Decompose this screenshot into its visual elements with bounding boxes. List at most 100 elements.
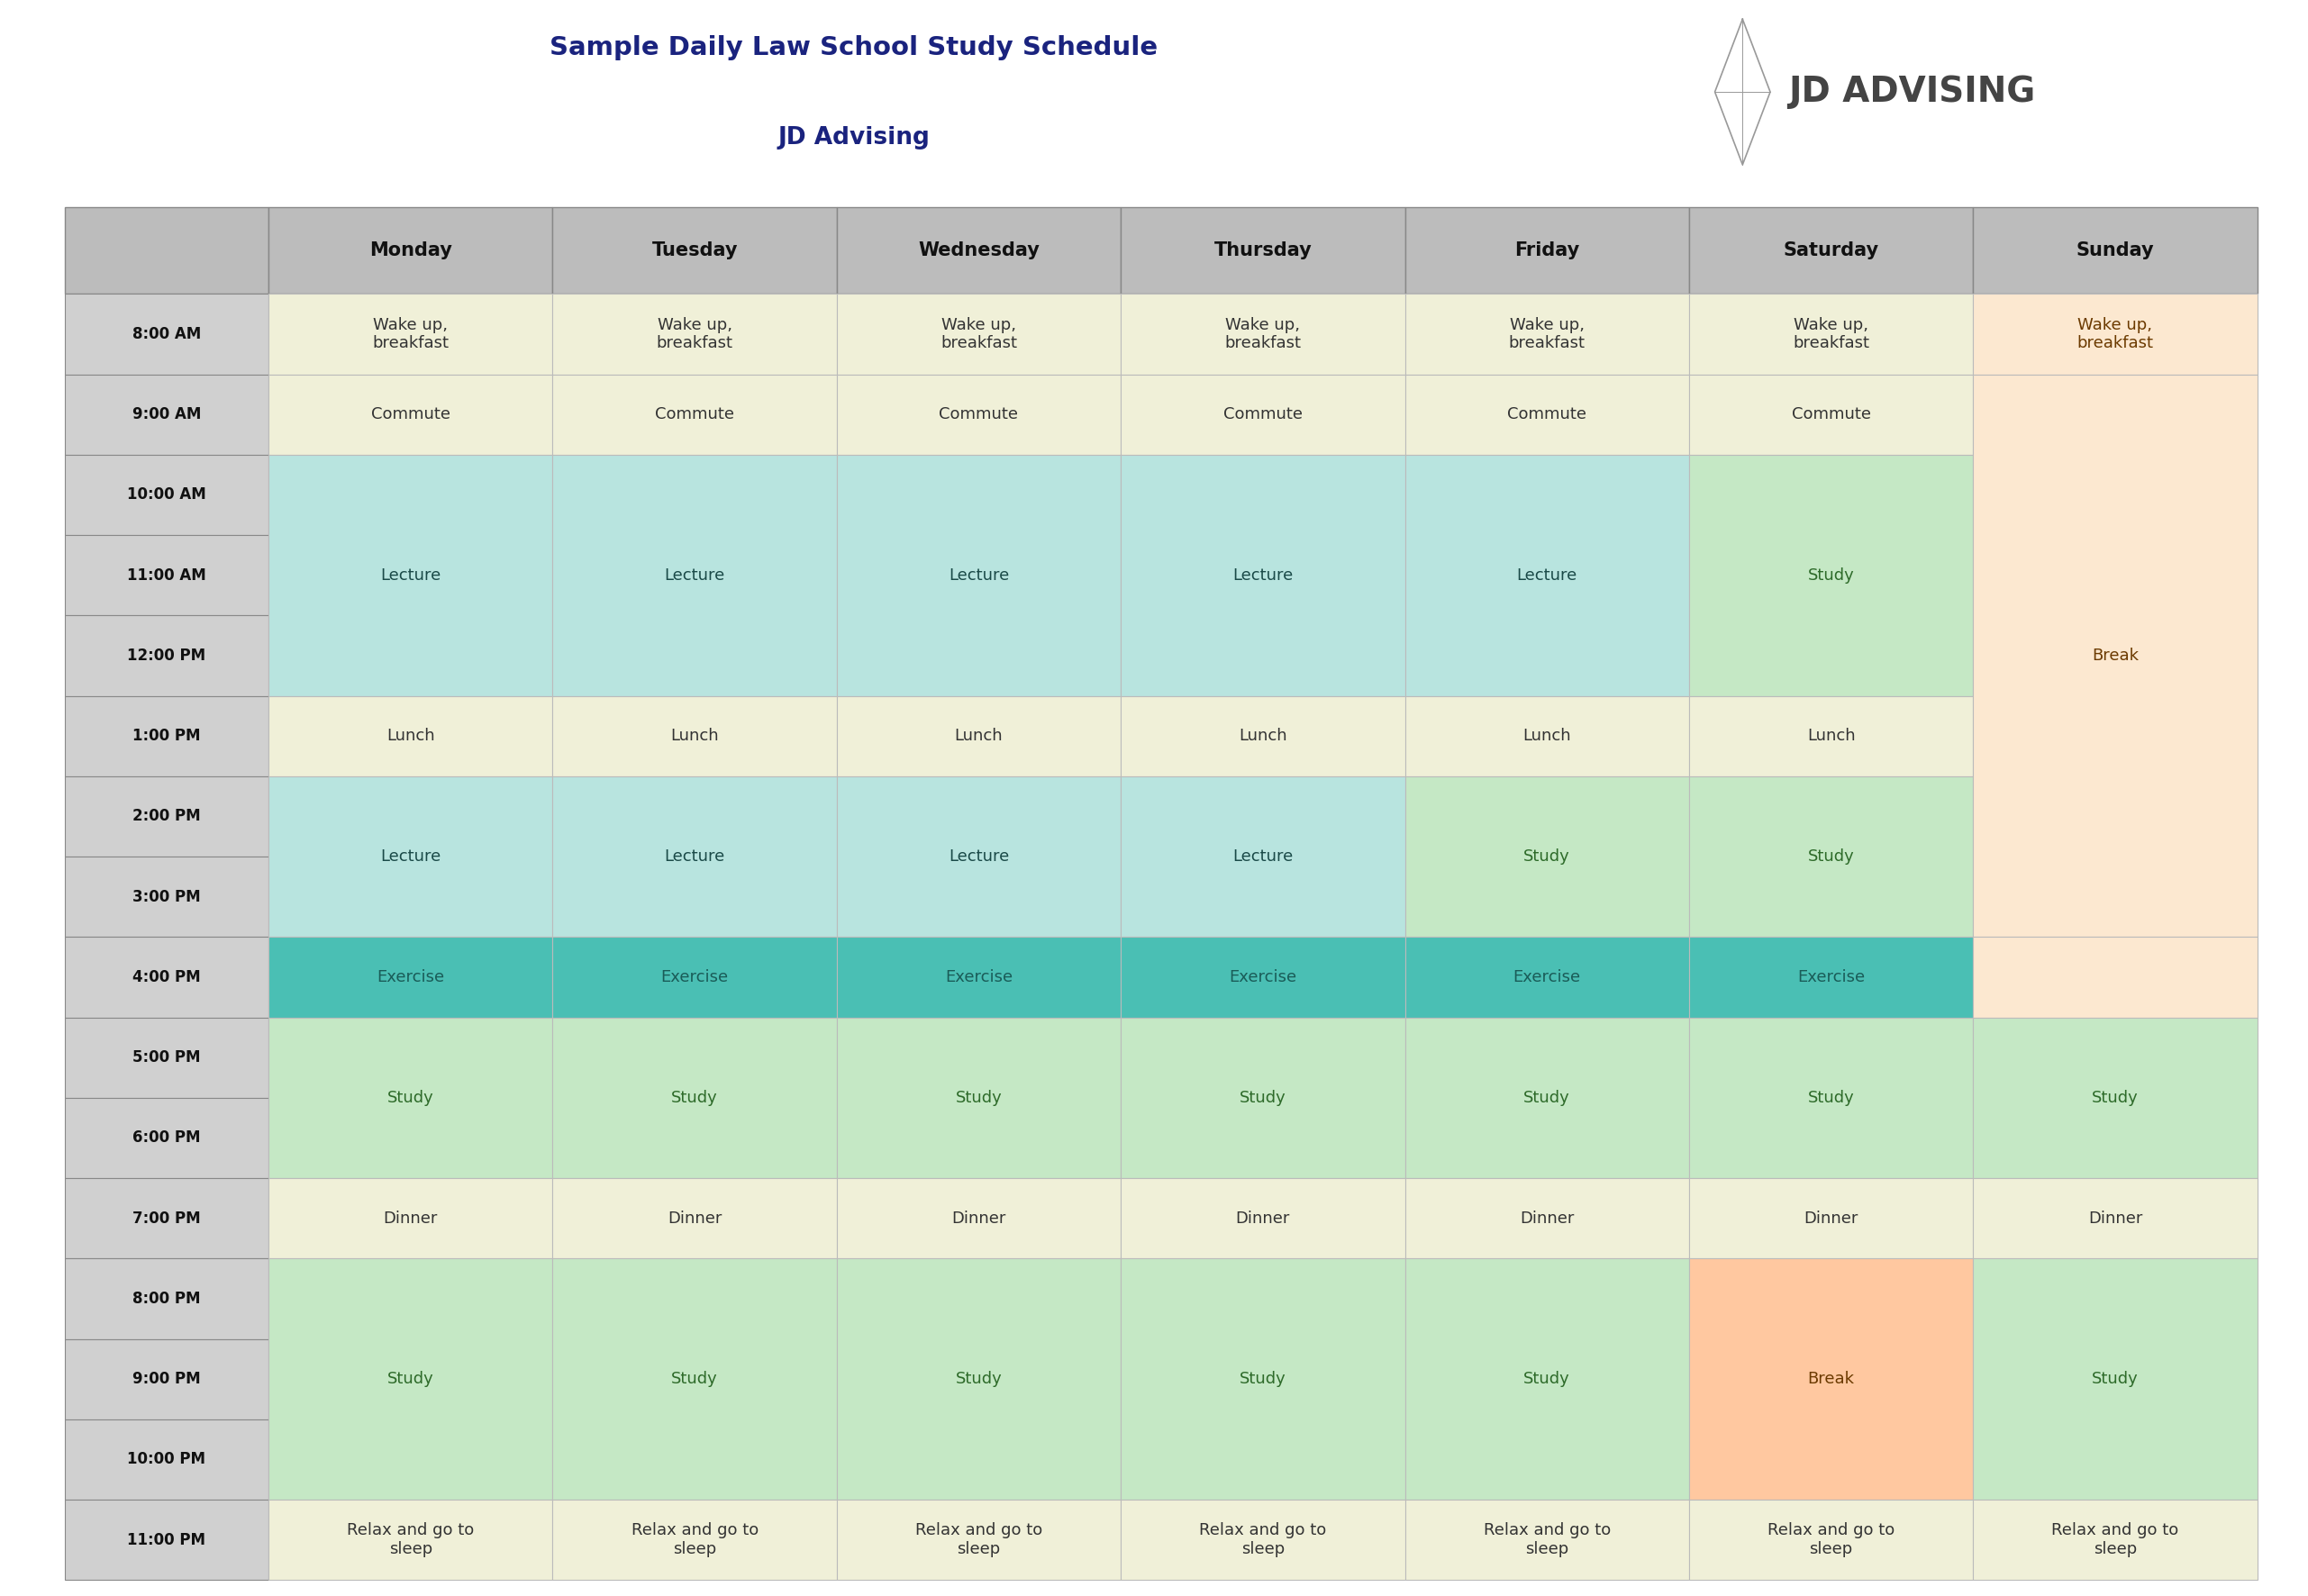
Text: 7:00 PM: 7:00 PM xyxy=(132,1210,201,1226)
Text: Lunch: Lunch xyxy=(1523,728,1572,744)
Text: Lunch: Lunch xyxy=(956,728,1004,744)
Text: Wake up,
breakfast: Wake up, breakfast xyxy=(372,316,448,351)
Bar xyxy=(65,1339,268,1419)
Bar xyxy=(1406,1178,1689,1259)
Text: 6:00 PM: 6:00 PM xyxy=(132,1130,201,1146)
Bar xyxy=(268,776,552,937)
Bar xyxy=(838,1500,1122,1580)
Text: Study: Study xyxy=(1523,1371,1569,1387)
Text: 9:00 AM: 9:00 AM xyxy=(132,407,201,423)
Bar xyxy=(1689,1178,1973,1259)
Text: Study: Study xyxy=(956,1090,1002,1106)
Text: 2:00 PM: 2:00 PM xyxy=(132,808,201,825)
Text: Friday: Friday xyxy=(1514,241,1579,260)
Text: Lecture: Lecture xyxy=(949,567,1009,584)
Text: Dinner: Dinner xyxy=(1519,1210,1574,1226)
Text: 10:00 PM: 10:00 PM xyxy=(127,1451,205,1468)
Text: Saturday: Saturday xyxy=(1784,241,1879,260)
Bar xyxy=(65,1017,268,1098)
Bar xyxy=(1973,1017,2257,1178)
Text: 8:00 PM: 8:00 PM xyxy=(132,1291,201,1307)
Bar xyxy=(65,776,268,857)
Text: Dinner: Dinner xyxy=(2089,1210,2142,1226)
Text: Lecture: Lecture xyxy=(1516,567,1576,584)
Bar xyxy=(838,937,1122,1017)
Bar xyxy=(268,294,552,375)
Text: Commute: Commute xyxy=(939,407,1018,423)
Bar xyxy=(552,375,838,455)
Bar xyxy=(1406,937,1689,1017)
Text: Study: Study xyxy=(672,1090,718,1106)
Text: Study: Study xyxy=(2091,1371,2140,1387)
Bar xyxy=(1122,207,1406,294)
Text: Relax and go to
sleep: Relax and go to sleep xyxy=(2052,1523,2179,1558)
Text: Exercise: Exercise xyxy=(944,969,1013,985)
Bar xyxy=(1689,294,1973,375)
Text: 11:00 PM: 11:00 PM xyxy=(127,1532,205,1548)
Text: Wake up,
breakfast: Wake up, breakfast xyxy=(655,316,734,351)
Text: Dinner: Dinner xyxy=(1235,1210,1290,1226)
Text: Dinner: Dinner xyxy=(667,1210,722,1226)
Bar xyxy=(1122,1017,1406,1178)
Bar xyxy=(838,776,1122,937)
Bar xyxy=(65,616,268,696)
Bar xyxy=(1122,375,1406,455)
Bar xyxy=(838,375,1122,455)
Bar xyxy=(1973,207,2257,294)
Bar xyxy=(268,937,552,1017)
Bar xyxy=(268,455,552,696)
Text: Relax and go to
sleep: Relax and go to sleep xyxy=(916,1523,1043,1558)
Bar xyxy=(65,375,268,455)
Bar xyxy=(1122,776,1406,937)
Text: Lecture: Lecture xyxy=(665,849,725,865)
Bar xyxy=(1122,1500,1406,1580)
Text: Lecture: Lecture xyxy=(381,567,441,584)
Text: Commute: Commute xyxy=(1791,407,1872,423)
Bar xyxy=(1689,1500,1973,1580)
Bar xyxy=(1122,937,1406,1017)
Bar xyxy=(1406,455,1689,696)
Text: Thursday: Thursday xyxy=(1214,241,1311,260)
Text: Wednesday: Wednesday xyxy=(919,241,1039,260)
Bar xyxy=(1406,1017,1689,1178)
Bar xyxy=(65,535,268,616)
Text: Lecture: Lecture xyxy=(949,849,1009,865)
Bar xyxy=(552,937,838,1017)
Text: 1:00 PM: 1:00 PM xyxy=(132,728,201,744)
Bar xyxy=(552,696,838,776)
Bar xyxy=(552,1017,838,1178)
Text: Study: Study xyxy=(1807,1090,1853,1106)
Text: Exercise: Exercise xyxy=(1230,969,1297,985)
Bar xyxy=(1973,1259,2257,1500)
Text: Commute: Commute xyxy=(372,407,450,423)
Bar xyxy=(65,1419,268,1500)
Text: Study: Study xyxy=(388,1090,434,1106)
Text: Study: Study xyxy=(1807,849,1853,865)
Text: Sunday: Sunday xyxy=(2077,241,2153,260)
Bar xyxy=(65,207,268,294)
Text: Lunch: Lunch xyxy=(385,728,434,744)
Text: Study: Study xyxy=(388,1371,434,1387)
Text: Study: Study xyxy=(956,1371,1002,1387)
Bar xyxy=(1122,455,1406,696)
Bar xyxy=(1689,375,1973,455)
Text: 3:00 PM: 3:00 PM xyxy=(132,889,201,905)
Text: Lunch: Lunch xyxy=(1239,728,1288,744)
Bar xyxy=(65,1259,268,1339)
Text: Lecture: Lecture xyxy=(1232,567,1292,584)
Bar xyxy=(1406,1259,1689,1500)
Text: Exercise: Exercise xyxy=(1798,969,1865,985)
Bar xyxy=(65,1178,268,1259)
Text: 11:00 AM: 11:00 AM xyxy=(127,567,205,584)
Bar xyxy=(268,1017,552,1178)
Text: Lunch: Lunch xyxy=(1807,728,1856,744)
Bar xyxy=(1973,294,2257,375)
Bar xyxy=(1122,1259,1406,1500)
Text: Relax and go to
sleep: Relax and go to sleep xyxy=(630,1523,759,1558)
Text: Exercise: Exercise xyxy=(660,969,729,985)
Text: Break: Break xyxy=(2091,648,2140,664)
Bar xyxy=(1689,937,1973,1017)
Text: Commute: Commute xyxy=(1223,407,1302,423)
Text: Relax and go to
sleep: Relax and go to sleep xyxy=(346,1523,473,1558)
Text: Monday: Monday xyxy=(369,241,452,260)
